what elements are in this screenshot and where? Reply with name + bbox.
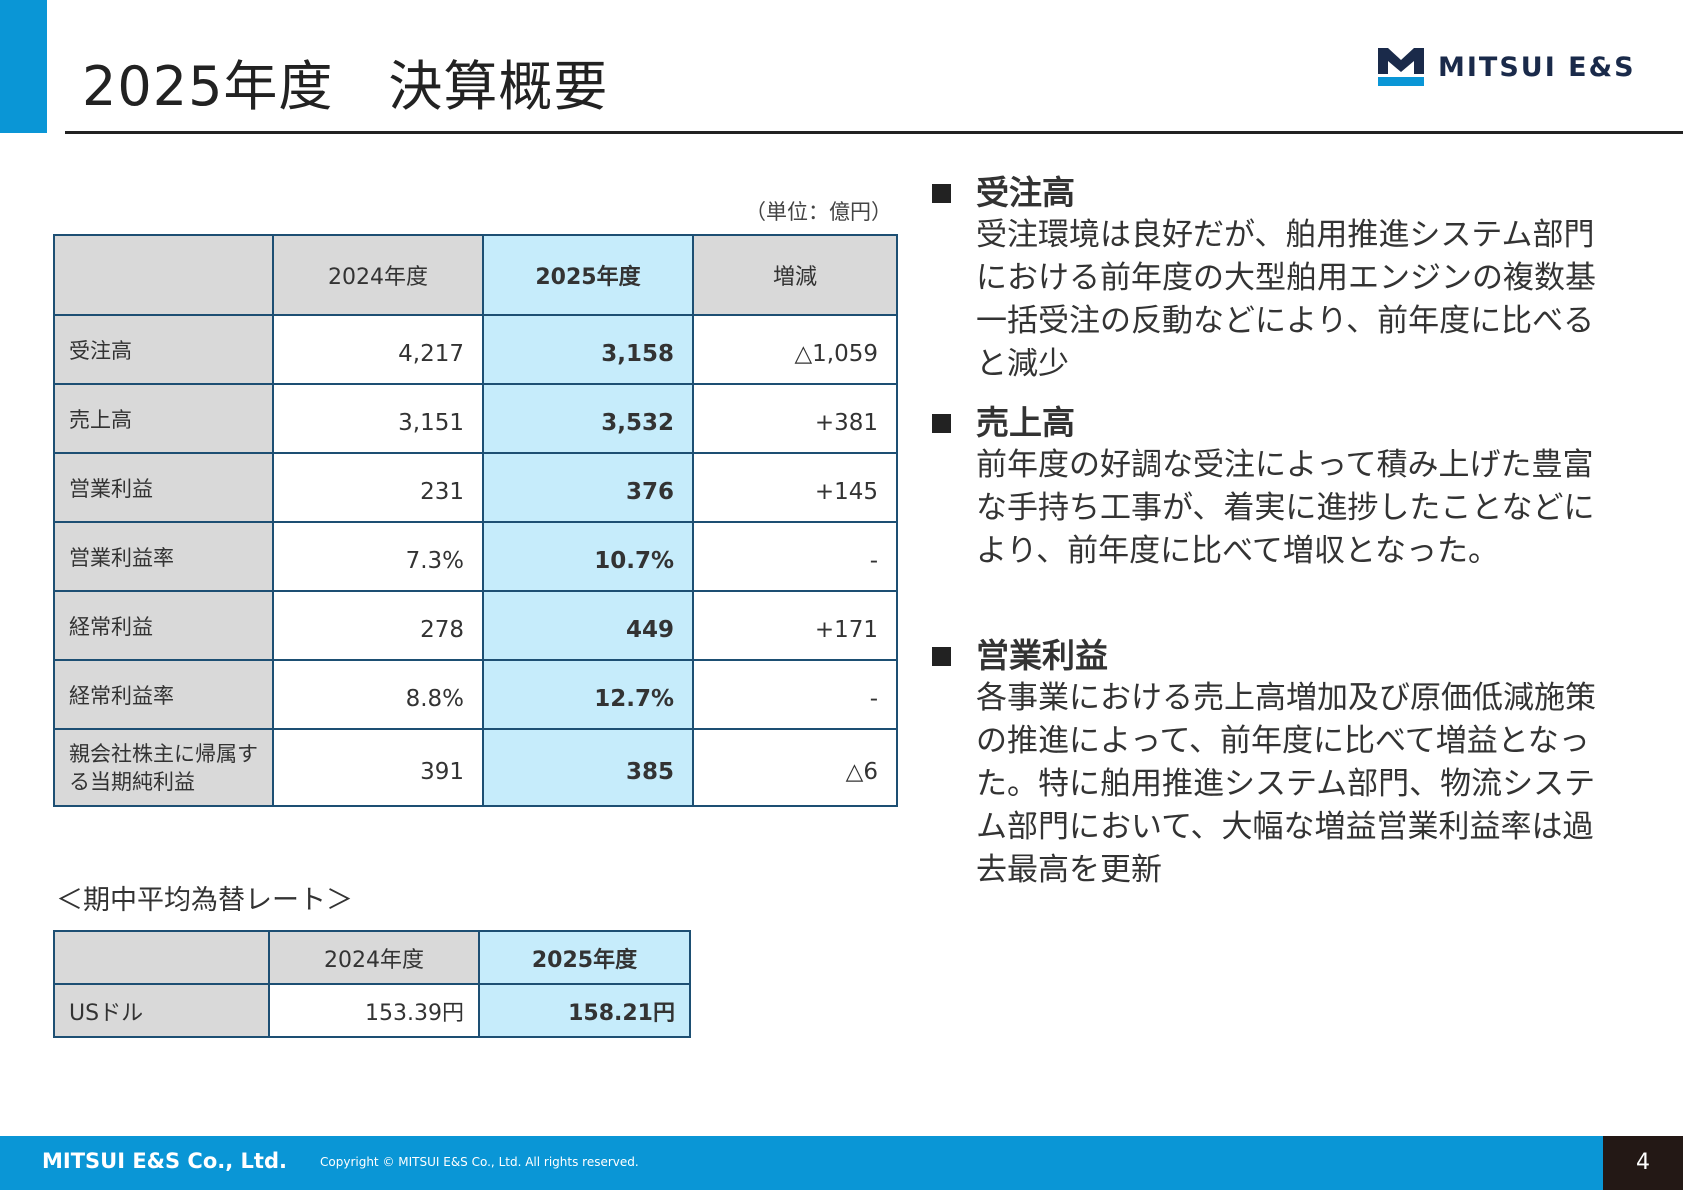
bullet-heading: 受注高 [976, 173, 1075, 212]
row-label: 営業利益率 [53, 521, 274, 592]
unit-label: （単位：億円） [745, 200, 892, 224]
bullet-text: 各事業における売上高増加及び原価低減施策の推進によって、前年度に比べて増益となっ… [976, 680, 1596, 888]
header-cell-blank [53, 234, 274, 316]
table-row: 経常利益 278 449 +171 [53, 590, 898, 661]
value-change: △1,059 [692, 314, 898, 385]
value-change: △6 [692, 728, 898, 807]
row-label: 経常利益率 [53, 659, 274, 730]
fx-table: 2024年度 2025年度 USドル 153.39円 158.21円 [53, 930, 691, 1038]
value-fy2025: 3,158 [482, 314, 694, 385]
value-fy2024: 3,151 [272, 383, 484, 454]
table-row: 営業利益 231 376 +145 [53, 452, 898, 523]
row-label: 受注高 [53, 314, 274, 385]
value-fy2025: 12.7% [482, 659, 694, 730]
page-title: 2025年度 決算概要 [82, 55, 609, 118]
value-change: - [692, 521, 898, 592]
bullet-text: 受注環境は良好だが、舶用推進システム部門における前年度の大型舶用エンジンの複数基… [976, 217, 1596, 382]
header-fy2025: 2025年度 [482, 234, 694, 316]
table-row: 営業利益率 7.3% 10.7% - [53, 521, 898, 592]
value-change: +171 [692, 590, 898, 661]
accent-bar [0, 0, 47, 133]
bullet-text: 前年度の好調な受注によって積み上げた豊富な手持ち工事が、着実に進捗したことなどに… [976, 447, 1595, 569]
page-number-box [1603, 1136, 1683, 1190]
value-change: - [692, 659, 898, 730]
footer-copyright: Copyright © MITSUI E&S Co., Ltd. All rig… [320, 1155, 639, 1169]
square-bullet-icon [932, 647, 951, 666]
value-fy2024: 231 [272, 452, 484, 523]
value-fy2024: 391 [272, 728, 484, 807]
table-header-row: 2024年度 2025年度 増減 [53, 234, 898, 316]
footer-bar [0, 1136, 1683, 1190]
page-number: 4 [1636, 1150, 1650, 1175]
bullet-heading: 売上高 [976, 403, 1075, 442]
value-change: +381 [692, 383, 898, 454]
table-row: 経常利益率 8.8% 12.7% - [53, 659, 898, 730]
bullet-heading: 営業利益 [976, 636, 1108, 675]
fx-header-fy2024: 2024年度 [268, 930, 480, 985]
value-fy2024: 7.3% [272, 521, 484, 592]
bullet-sales: 売上高 前年度の好調な受注によって積み上げた豊富な手持ち工事が、着実に進捗したこ… [928, 402, 1628, 573]
value-fy2025: 3,532 [482, 383, 694, 454]
results-table: 2024年度 2025年度 増減 受注高 4,217 3,158 △1,059 … [53, 234, 898, 807]
fx-header-blank [53, 930, 270, 985]
bullet-orders: 受注高 受注環境は良好だが、舶用推進システム部門における前年度の大型舶用エンジン… [928, 172, 1628, 386]
header-fy2024: 2024年度 [272, 234, 484, 316]
row-label: 営業利益 [53, 452, 274, 523]
fx-header-fy2025: 2025年度 [478, 930, 691, 985]
bullet-operating-profit: 営業利益 各事業における売上高増加及び原価低減施策の推進によって、前年度に比べて… [928, 635, 1628, 892]
row-label: 売上高 [53, 383, 274, 454]
title-divider [65, 131, 1683, 134]
company-logo: MITSUI E&S [1378, 46, 1636, 88]
fx-caption: ＜期中平均為替レート＞ [56, 885, 353, 916]
fx-row-label: USドル [53, 983, 270, 1038]
table-row: 受注高 4,217 3,158 △1,059 [53, 314, 898, 385]
commentary: 受注高 受注環境は良好だが、舶用推進システム部門における前年度の大型舶用エンジン… [928, 172, 1628, 892]
footer-company: MITSUI E&S Co., Ltd. [42, 1149, 287, 1173]
value-change: +145 [692, 452, 898, 523]
value-fy2025: 449 [482, 590, 694, 661]
square-bullet-icon [932, 414, 951, 433]
value-fy2024: 8.8% [272, 659, 484, 730]
value-fy2025: 385 [482, 728, 694, 807]
fx-value-fy2025: 158.21円 [478, 983, 691, 1038]
value-fy2025: 376 [482, 452, 694, 523]
square-bullet-icon [932, 184, 951, 203]
value-fy2024: 4,217 [272, 314, 484, 385]
fx-value-fy2024: 153.39円 [268, 983, 480, 1038]
header-change: 増減 [692, 234, 898, 316]
table-row: 親会社株主に帰属する当期純利益 391 385 △6 [53, 728, 898, 807]
value-fy2025: 10.7% [482, 521, 694, 592]
logo-wordmark: MITSUI E&S [1438, 51, 1636, 83]
table-row: 売上高 3,151 3,532 +381 [53, 383, 898, 454]
table-row: USドル 153.39円 158.21円 [53, 983, 691, 1038]
value-fy2024: 278 [272, 590, 484, 661]
row-label: 親会社株主に帰属する当期純利益 [53, 728, 274, 807]
fx-header-row: 2024年度 2025年度 [53, 930, 691, 985]
row-label: 経常利益 [53, 590, 274, 661]
mitsui-logo-icon [1378, 48, 1424, 86]
